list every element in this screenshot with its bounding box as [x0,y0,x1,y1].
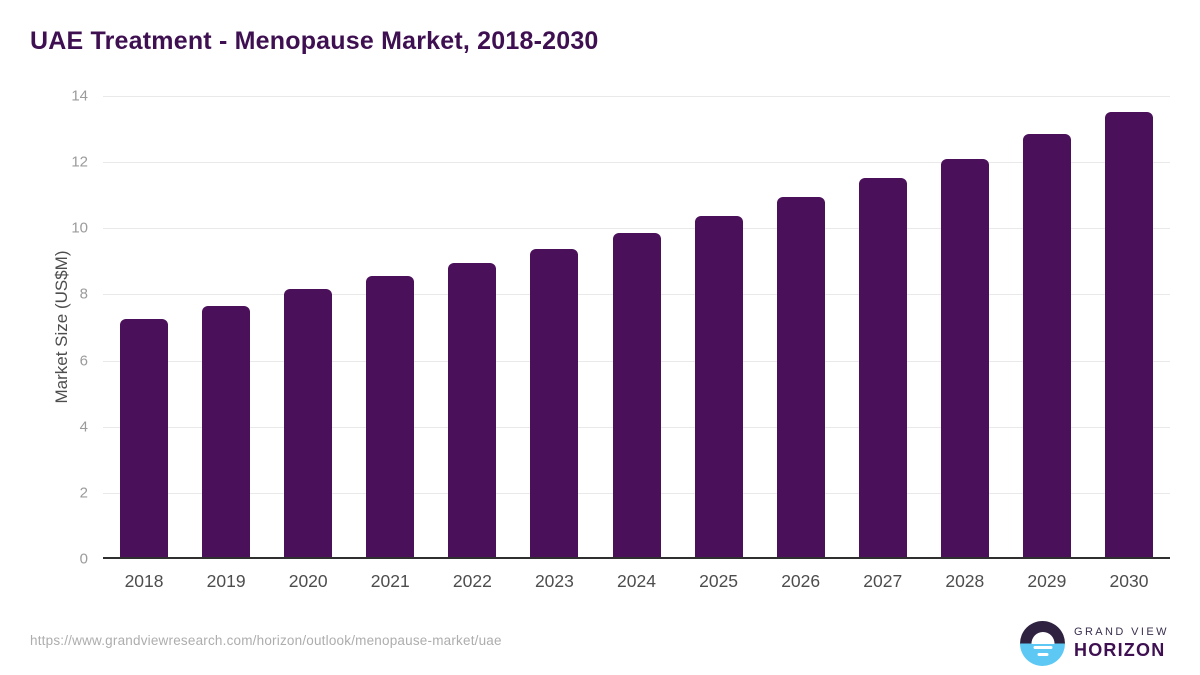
x-tick-label: 2025 [699,571,739,591]
y-axis-ticks: 0 2 4 6 8 10 12 14 [0,0,88,675]
y-tick-label: 4 [79,418,88,436]
bar-2025 [694,216,743,557]
gridline [103,162,1170,164]
bar-2029 [1022,133,1071,557]
y-tick-label: 14 [71,87,88,105]
bar-2024 [612,232,661,557]
bar-2018 [120,318,169,557]
y-tick-label: 8 [79,285,88,303]
bar-slot [678,96,760,557]
logo-text: GRAND VIEW HORIZON [1074,626,1169,661]
x-tick-label: 2026 [781,571,821,591]
bar-2019 [202,305,251,557]
bar-2028 [940,158,989,557]
bar-2023 [530,249,579,557]
bar-2030 [1104,112,1153,557]
bar-slot [842,96,924,557]
x-tick-label: 2022 [452,571,492,591]
horizon-sun-icon [1020,621,1065,666]
bar-slot [185,96,267,557]
bar-slot [349,96,431,557]
x-tick-label: 2024 [617,571,656,591]
source-url: https://www.grandviewresearch.com/horizo… [30,633,502,648]
sun-icon [1031,632,1054,644]
bar-slot [103,96,185,557]
plot-area [103,96,1170,559]
y-tick-label: 0 [79,550,88,568]
y-tick-label: 2 [79,484,88,502]
x-tick-label: 2028 [945,571,985,591]
bar-2022 [448,262,497,557]
bar-slot [431,96,513,557]
bar-series [103,96,1170,557]
bar-slot [513,96,595,557]
gridline [103,96,1170,97]
sun-reflection-bar [1033,645,1052,650]
chart-title: UAE Treatment - Menopause Market, 2018-2… [30,27,599,55]
bar-2020 [284,289,333,557]
y-tick-label: 6 [79,352,88,370]
logo-brand-name: GRAND VIEW [1074,626,1169,638]
bar-2021 [366,275,415,557]
y-tick-label: 10 [71,219,88,237]
x-tick-label: 2019 [206,571,246,591]
x-tick-label: 2027 [863,571,903,591]
bar-slot [267,96,349,557]
bar-slot [1006,96,1088,557]
x-tick-label: 2029 [1027,571,1067,591]
gridline [103,228,1170,230]
bar-slot [1088,96,1170,557]
x-tick-label: 2020 [288,571,328,591]
bar-slot [595,96,677,557]
x-tick-label: 2030 [1109,571,1149,591]
bar-slot [924,96,1006,557]
sun-reflection-bar [1037,652,1048,657]
bar-slot [760,96,842,557]
bar-2026 [776,196,825,557]
grand-view-horizon-logo: GRAND VIEW HORIZON [1020,621,1169,666]
x-axis-labels: 2018 2019 2020 2021 2022 2023 2024 2025 2026 2027… [103,571,1170,592]
y-tick-label: 12 [71,153,88,171]
bar-2027 [858,178,907,557]
x-tick-label: 2021 [370,571,410,591]
x-tick-label: 2023 [534,571,574,591]
logo-product-name: HORIZON [1074,640,1166,660]
x-tick-label: 2018 [124,571,164,591]
